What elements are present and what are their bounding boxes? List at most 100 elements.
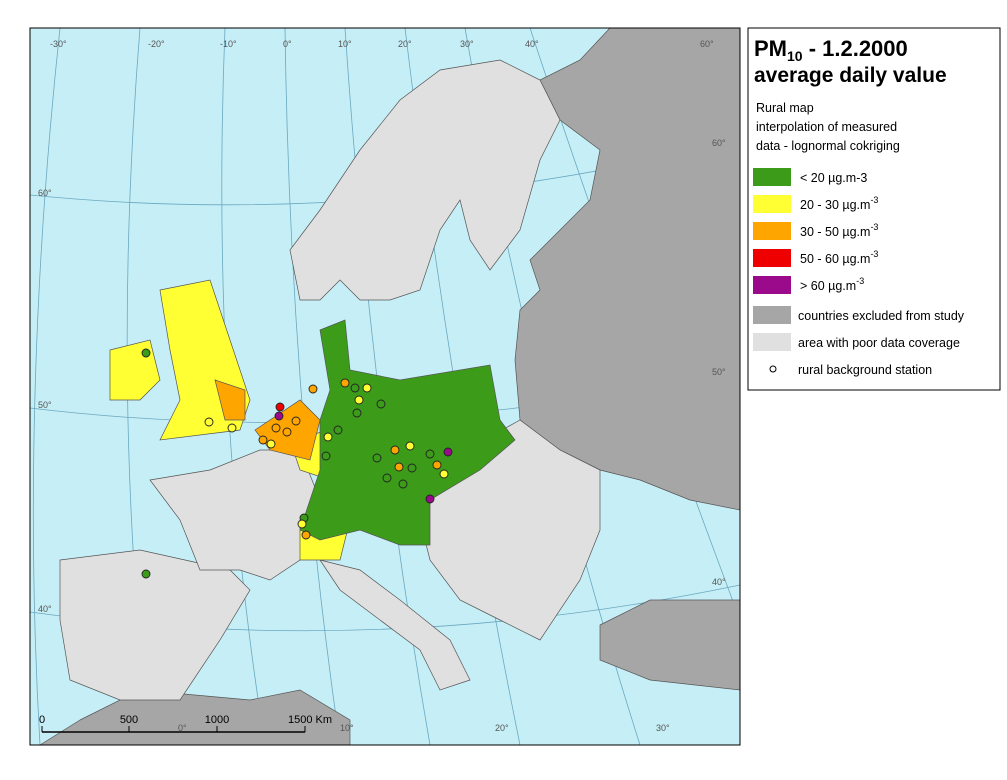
station — [204, 417, 214, 427]
graticule-label: 40° — [712, 577, 726, 587]
station — [394, 462, 404, 472]
station — [405, 441, 415, 451]
station — [321, 451, 331, 461]
station — [291, 416, 301, 426]
station — [372, 453, 382, 463]
title-subscript: 10 — [787, 48, 803, 64]
legend-label: area with poor data coverage — [798, 336, 960, 350]
station — [382, 473, 392, 483]
graticule-label: 30° — [460, 39, 474, 49]
legend-swatch — [753, 333, 791, 351]
graticule-label: 0° — [178, 723, 187, 733]
graticule-label: 50° — [38, 400, 52, 410]
graticule-label: 10° — [340, 723, 354, 733]
scale-bar: 0 500 1000 1500 Km — [39, 714, 332, 733]
legend-label-sup: -3 — [856, 276, 864, 286]
stations — [141, 348, 453, 579]
legend-station-symbol — [769, 365, 777, 373]
iberia — [59, 549, 251, 701]
station — [390, 445, 400, 455]
station — [323, 432, 333, 442]
station — [301, 530, 311, 540]
station — [425, 494, 435, 504]
legend-label-text: 50 - 60 µg.m — [800, 252, 870, 266]
station — [275, 402, 285, 412]
station — [333, 425, 343, 435]
station — [266, 439, 276, 449]
station — [443, 447, 453, 457]
scale-label: 1000 — [205, 714, 229, 726]
graticule-label: 20° — [398, 39, 412, 49]
legend-subtitle: Rural map — [756, 101, 814, 115]
title-part: - 1.2.2000 — [803, 36, 908, 61]
station — [282, 427, 292, 437]
legend-swatch — [753, 306, 791, 324]
station — [398, 479, 408, 489]
station — [258, 435, 268, 445]
legend-subtitle: data - lognormal cokriging — [756, 139, 900, 153]
legend-label-text: > 60 µg.m — [800, 279, 856, 293]
station — [141, 348, 151, 358]
scale-label: 0 — [39, 714, 45, 726]
map: 0 500 1000 1500 Km -30° -20° -10° 0° 10°… — [29, 27, 741, 746]
station — [308, 384, 318, 394]
station — [407, 463, 417, 473]
station — [362, 383, 372, 393]
scandinavia — [289, 59, 561, 301]
graticule-label: 50° — [712, 367, 726, 377]
legend-label-text: 30 - 50 µg.m — [800, 225, 870, 239]
legend: PM10 - 1.2.2000 average daily value Rura… — [747, 27, 1001, 391]
graticule-label: -30° — [50, 39, 67, 49]
station — [425, 449, 435, 459]
scale-label: 1500 Km — [288, 714, 332, 726]
station — [141, 569, 151, 579]
legend-label: rural background station — [798, 363, 932, 377]
station — [350, 383, 360, 393]
graticule-label: 20° — [495, 723, 509, 733]
graticule-label: -10° — [220, 39, 237, 49]
graticule-label: 60° — [700, 39, 714, 49]
legend-label: 20 - 30 µg.m-3 — [800, 195, 878, 212]
legend-swatch — [753, 249, 791, 267]
graticule-label: 40° — [525, 39, 539, 49]
graticule-label: 60° — [38, 188, 52, 198]
legend-label-text: < 20 µg.m-3 — [800, 171, 867, 185]
station — [297, 519, 307, 529]
graticule-label: 60° — [712, 138, 726, 148]
legend-label: 30 - 50 µg.m-3 — [800, 222, 878, 239]
legend-label-text: 20 - 30 µg.m — [800, 198, 870, 212]
legend-swatch — [753, 168, 791, 186]
east-england — [214, 379, 246, 421]
station — [274, 411, 284, 421]
scale-label: 500 — [120, 714, 138, 726]
station — [432, 460, 442, 470]
station — [352, 408, 362, 418]
graticule-label: 30° — [656, 723, 670, 733]
station — [439, 469, 449, 479]
legend-swatch — [753, 195, 791, 213]
graticule-label: 0° — [283, 39, 292, 49]
title-part: PM — [754, 36, 787, 61]
legend-label: < 20 µg.m-3 — [800, 171, 867, 185]
legend-subtitle: interpolation of measured — [756, 120, 897, 134]
legend-title: PM10 - 1.2.2000 — [754, 36, 908, 64]
legend-swatch — [753, 276, 791, 294]
legend-label-sup: -3 — [870, 222, 878, 232]
graticule-label: -20° — [148, 39, 165, 49]
legend-label: 50 - 60 µg.m-3 — [800, 249, 878, 266]
legend-label: countries excluded from study — [798, 309, 965, 323]
legend-title: average daily value — [754, 64, 947, 87]
italy — [319, 559, 471, 691]
station — [340, 378, 350, 388]
legend-label: > 60 µg.m-3 — [800, 276, 864, 293]
central-europe — [299, 319, 516, 546]
legend-label-sup: -3 — [870, 195, 878, 205]
graticule-label: 10° — [338, 39, 352, 49]
legend-swatch — [753, 222, 791, 240]
station — [271, 423, 281, 433]
station — [354, 395, 364, 405]
station — [227, 423, 237, 433]
map-frame — [29, 27, 741, 746]
station — [376, 399, 386, 409]
legend-label-sup: -3 — [870, 249, 878, 259]
